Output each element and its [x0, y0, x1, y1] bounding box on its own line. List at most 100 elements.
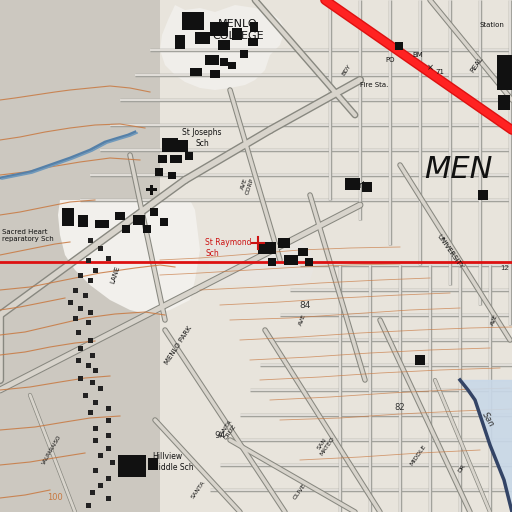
- Text: 100: 100: [47, 494, 63, 502]
- Bar: [93, 368, 98, 373]
- Bar: [497, 55, 512, 90]
- Bar: [155, 168, 163, 176]
- Bar: [93, 426, 98, 431]
- Bar: [170, 155, 182, 163]
- Bar: [86, 258, 91, 263]
- Polygon shape: [58, 200, 200, 315]
- Bar: [62, 208, 74, 226]
- Bar: [228, 62, 236, 69]
- Bar: [162, 138, 178, 152]
- Bar: [278, 238, 290, 248]
- Text: 94: 94: [215, 431, 226, 439]
- Text: Park: Park: [350, 181, 367, 189]
- Text: OLIVE: OLIVE: [293, 483, 307, 501]
- Text: Fire Sta.: Fire Sta.: [360, 82, 389, 88]
- Bar: [190, 68, 202, 76]
- Text: ×: ×: [426, 63, 434, 73]
- Bar: [210, 22, 228, 36]
- Text: REAL: REAL: [470, 56, 484, 74]
- Bar: [118, 455, 146, 477]
- Bar: [68, 300, 73, 305]
- Bar: [205, 55, 219, 65]
- Bar: [195, 32, 210, 44]
- Bar: [78, 215, 88, 227]
- Text: SANTA
CRUZ: SANTA CRUZ: [218, 418, 239, 441]
- Bar: [160, 218, 168, 226]
- Bar: [73, 316, 78, 321]
- Bar: [415, 355, 425, 365]
- Polygon shape: [160, 5, 285, 90]
- Text: MENLO PARK: MENLO PARK: [163, 325, 193, 365]
- Bar: [88, 310, 93, 315]
- Bar: [88, 238, 93, 243]
- Bar: [175, 35, 185, 49]
- Bar: [218, 40, 230, 50]
- Bar: [78, 376, 83, 381]
- Bar: [210, 70, 220, 78]
- Bar: [106, 446, 111, 451]
- Bar: [498, 95, 510, 110]
- Bar: [250, 22, 258, 32]
- Bar: [158, 155, 167, 163]
- Bar: [362, 182, 372, 192]
- Text: MENLO
COLLEGE: MENLO COLLEGE: [212, 19, 264, 41]
- Bar: [258, 242, 276, 254]
- Bar: [232, 28, 242, 40]
- Text: LANE: LANE: [109, 265, 121, 285]
- Bar: [150, 185, 153, 195]
- Text: 12: 12: [501, 265, 509, 271]
- Text: PO: PO: [385, 57, 395, 63]
- Bar: [395, 42, 403, 50]
- Text: 71: 71: [435, 69, 444, 75]
- Text: 84: 84: [300, 301, 311, 309]
- Bar: [93, 268, 98, 273]
- Text: AVE: AVE: [298, 313, 307, 327]
- Bar: [146, 188, 157, 191]
- Bar: [88, 338, 93, 343]
- Bar: [86, 503, 91, 508]
- Text: MIDDLE: MIDDLE: [409, 443, 427, 466]
- Text: St Josephs
Sch: St Josephs Sch: [182, 129, 222, 147]
- Bar: [86, 363, 91, 368]
- Text: Sacred Heart
reparatory Sch: Sacred Heart reparatory Sch: [2, 228, 54, 242]
- Bar: [248, 38, 258, 46]
- Bar: [0, 0, 160, 512]
- Bar: [168, 172, 176, 179]
- Polygon shape: [208, 240, 315, 285]
- Text: Station: Station: [480, 22, 505, 28]
- Text: 82: 82: [395, 403, 406, 413]
- Bar: [143, 225, 151, 233]
- Bar: [284, 255, 298, 265]
- Bar: [133, 215, 145, 225]
- Text: VALPARAISO: VALPARAISO: [41, 434, 62, 466]
- Text: BDY: BDY: [342, 63, 353, 77]
- Bar: [98, 386, 103, 391]
- Bar: [220, 58, 228, 66]
- Bar: [150, 208, 158, 216]
- Bar: [106, 418, 111, 423]
- Bar: [106, 496, 111, 501]
- Bar: [98, 246, 103, 251]
- Bar: [83, 393, 88, 398]
- Bar: [106, 433, 111, 438]
- Bar: [90, 353, 95, 358]
- Text: AVE
CORP: AVE CORP: [239, 175, 255, 195]
- Bar: [182, 12, 204, 30]
- Bar: [98, 483, 103, 488]
- Text: DR: DR: [457, 463, 466, 473]
- Bar: [110, 460, 115, 465]
- Bar: [240, 50, 248, 58]
- Bar: [268, 258, 276, 266]
- Bar: [76, 330, 81, 335]
- Bar: [115, 212, 125, 220]
- Bar: [78, 273, 83, 278]
- Text: MEN: MEN: [424, 156, 492, 184]
- Bar: [106, 476, 111, 481]
- Text: St Raymond
Sch: St Raymond Sch: [205, 238, 251, 258]
- Bar: [78, 346, 83, 351]
- Bar: [106, 256, 111, 261]
- Bar: [88, 410, 93, 415]
- Bar: [93, 438, 98, 443]
- Bar: [86, 320, 91, 325]
- Bar: [76, 358, 81, 363]
